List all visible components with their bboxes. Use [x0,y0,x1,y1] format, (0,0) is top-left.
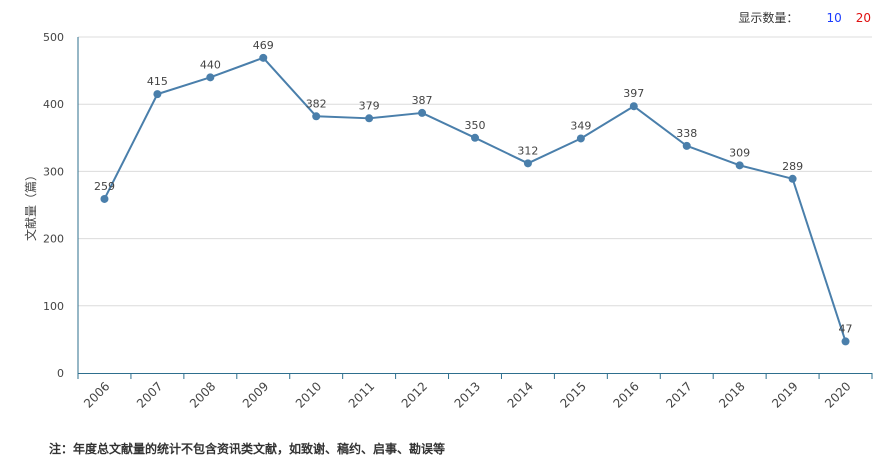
x-tick-label-2009: 2009 [240,379,271,410]
data-label-2010: 382 [306,97,327,110]
data-point-2016 [629,102,638,111]
data-label-2019: 289 [782,160,803,173]
x-tick-label-2010: 2010 [293,379,324,410]
x-tick-label-2020: 2020 [822,379,853,410]
data-point-2008 [206,73,215,82]
x-tick-label-2019: 2019 [769,379,800,410]
y-tick-label-0: 0 [57,367,64,380]
data-label-2007: 415 [147,75,168,88]
x-tick-label-2006: 2006 [81,379,112,410]
x-tick-label-2014: 2014 [505,379,536,410]
grid-lines [78,36,872,307]
data-label-2011: 379 [359,99,380,112]
y-tick-label-300: 300 [43,165,64,178]
data-label-2015: 349 [570,119,591,132]
x-tick-label-2013: 2013 [452,379,483,410]
data-point-2006 [100,194,109,203]
data-label-2017: 338 [676,127,697,140]
data-label-2014: 312 [517,144,538,157]
data-label-2018: 309 [729,146,750,159]
series-line-group [103,56,847,342]
y-tick-label-400: 400 [43,98,64,111]
x-tick-label-2018: 2018 [716,379,747,410]
data-labels: 259 415 440 469 382 379 387 350 312 349 397 338 309 2… [94,39,853,336]
x-tick-label-2007: 2007 [134,379,165,410]
x-tick-label-2012: 2012 [399,379,430,410]
footnote: 注：年度总文献量的统计不包含资讯类文献，如致谢、稿约、启事、勘误等 [49,442,446,456]
display-count-label: 显示数量： [738,11,799,25]
data-label-2009: 469 [253,39,274,52]
y-tick-label-100: 100 [43,300,64,313]
data-label-2008: 440 [200,58,221,71]
data-label-2020: 47 [839,322,853,335]
data-label-2006: 259 [94,180,115,193]
data-point-2012 [418,108,427,117]
data-point-2018 [735,161,744,170]
x-tick-label-2015: 2015 [557,379,588,410]
data-label-2012: 387 [412,94,433,107]
y-axis-label: 文献量（篇） [23,169,38,241]
data-point-2009 [259,53,268,62]
x-tick-label-2017: 2017 [663,379,694,410]
data-point-2014 [523,159,532,168]
x-tick-labels: 2006 2007 2008 2009 2010 2011 2012 2013 2014 2015… [81,379,854,410]
data-points [100,53,850,346]
data-point-2019 [788,174,797,183]
x-tick-label-2008: 2008 [187,379,218,410]
data-point-2013 [471,133,479,142]
x-axis [77,37,873,379]
data-point-2015 [576,134,585,143]
data-point-2007 [153,90,162,99]
data-point-2020 [841,337,850,346]
y-tick-label-200: 200 [43,233,64,246]
y-tick-labels: 0 100 200 300 400 500 [43,31,64,380]
data-point-2017 [682,141,691,150]
y-tick-label-500: 500 [43,31,64,44]
display-count-20-option[interactable]: 20 [855,10,871,25]
series-line [103,56,847,342]
x-tick-label-2016: 2016 [610,379,641,410]
data-label-2016: 397 [623,87,644,100]
display-count-10-option[interactable]: 10 [826,10,842,25]
x-tick-label-2011: 2011 [346,379,377,410]
data-point-2011 [365,114,374,123]
display-count-controls: 显示数量： 10 20 [738,9,871,26]
data-label-2013: 350 [465,119,486,132]
data-point-2010 [312,112,321,121]
